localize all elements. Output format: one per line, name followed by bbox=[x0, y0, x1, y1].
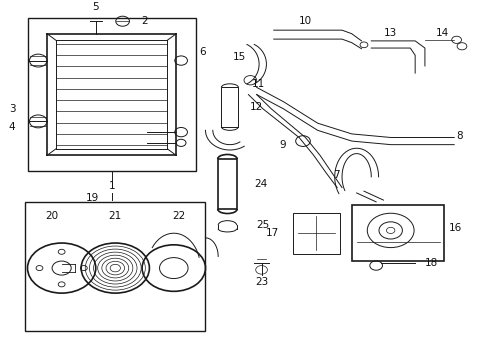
Bar bbox=[25, 202, 205, 331]
Bar bbox=[351, 206, 444, 261]
Bar bbox=[221, 87, 238, 127]
Text: 9: 9 bbox=[279, 140, 285, 150]
Text: 3: 3 bbox=[9, 104, 15, 114]
Text: 23: 23 bbox=[254, 278, 267, 287]
Text: 25: 25 bbox=[256, 220, 269, 230]
Text: 11: 11 bbox=[251, 79, 264, 89]
Text: 16: 16 bbox=[448, 222, 462, 233]
Text: 5: 5 bbox=[92, 2, 99, 12]
Text: 10: 10 bbox=[298, 16, 311, 26]
Bar bbox=[293, 213, 339, 254]
Text: 20: 20 bbox=[45, 211, 59, 221]
Text: 2: 2 bbox=[141, 16, 147, 26]
Text: 1: 1 bbox=[108, 181, 115, 191]
Text: 8: 8 bbox=[456, 131, 462, 141]
Text: 19: 19 bbox=[85, 193, 99, 203]
Bar bbox=[27, 18, 195, 171]
Text: 17: 17 bbox=[265, 228, 278, 238]
Text: 12: 12 bbox=[249, 102, 262, 112]
Text: 7: 7 bbox=[332, 170, 339, 180]
Text: 22: 22 bbox=[172, 211, 185, 221]
Text: 4: 4 bbox=[9, 122, 15, 132]
Text: 14: 14 bbox=[434, 28, 447, 38]
Text: 24: 24 bbox=[254, 179, 267, 189]
Text: 18: 18 bbox=[424, 258, 437, 268]
Text: 21: 21 bbox=[108, 211, 122, 221]
Circle shape bbox=[386, 227, 394, 234]
Text: 13: 13 bbox=[384, 28, 397, 38]
Bar bbox=[217, 159, 237, 209]
Text: 6: 6 bbox=[199, 47, 206, 57]
Text: 15: 15 bbox=[232, 52, 246, 62]
